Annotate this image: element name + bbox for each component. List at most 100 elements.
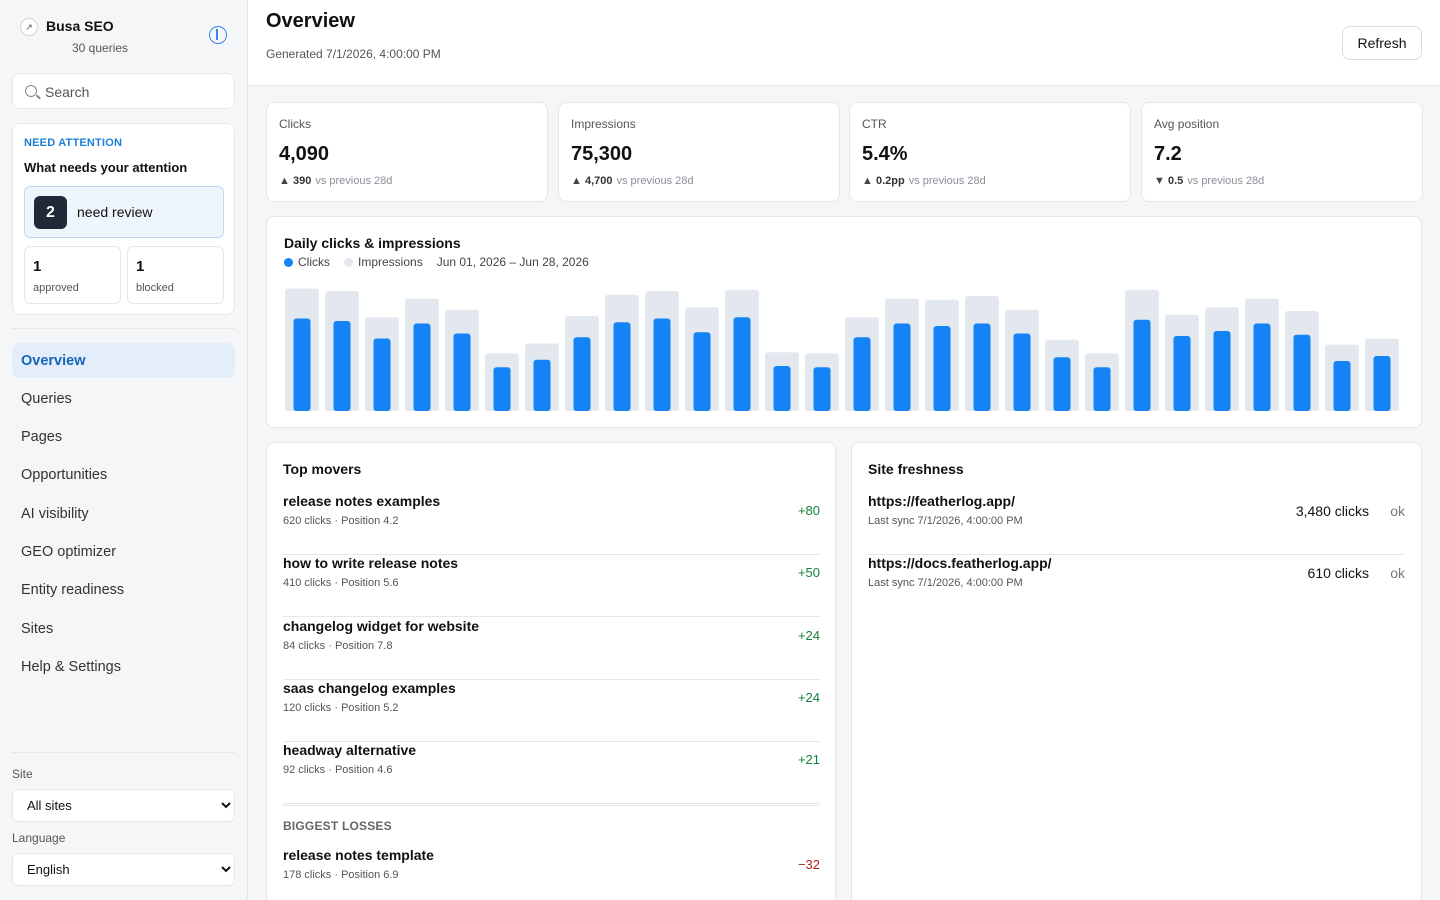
search-icon [25,85,37,97]
site-clicks: 3,480 clicks [1295,503,1369,519]
clicks-bar [933,326,951,411]
nav-item-help-settings[interactable]: Help & Settings [21,658,121,675]
kpi-delta: ▲ 390 vs previous 28d [279,175,392,187]
nav-item-overview[interactable]: Overview [12,343,235,378]
attention-kicker: NEED ATTENTION [24,137,123,149]
clicks-bar [493,367,511,411]
nav-item-geo-optimizer[interactable]: GEO optimizer [21,543,117,560]
legend-impressions[interactable]: Impressions [344,255,423,269]
clicks-bar [1253,323,1271,411]
sidebar-divider [12,752,235,753]
nav-item-entity-readiness[interactable]: Entity readiness [21,582,125,599]
kpi-label: CTR [862,117,887,131]
kpi-delta: ▲ 0.2pp vs previous 28d [862,175,986,187]
biggest-losses-label: BIGGEST LOSSES [283,819,392,833]
site-row[interactable]: https://featherlog.app/ Last sync 7/1/20… [868,493,1405,555]
mover-change: +24 [797,628,820,643]
site-filter-label: Site [12,767,33,781]
mover-change: +24 [797,690,820,705]
clicks-bar [1373,356,1391,411]
kpi-delta-compare: vs previous 28d [315,175,393,187]
kpi-card-clicks: Clicks 4,090 ▲ 390 vs previous 28d [266,102,548,202]
page-title: Overview [266,10,355,32]
mover-row[interactable]: changelog widget for website 84 clicks ·… [283,618,820,680]
legend-impressions-swatch [344,257,353,267]
loser-query: release notes template [283,847,434,863]
losses-divider [283,805,820,806]
blocked-count: 1 [136,258,145,275]
clicks-bar [333,321,351,411]
brand-name: Busa SEO [46,18,114,34]
legend-clicks[interactable]: Clicks [284,255,330,269]
clicks-bar [1133,319,1151,411]
site-select[interactable]: All sites [12,789,235,822]
clicks-bar [1293,334,1311,411]
clicks-bar [853,337,871,411]
nav-item-sites[interactable]: Sites [21,620,54,637]
clicks-bar [453,333,471,411]
mover-row[interactable]: how to write release notes 410 clicks · … [283,555,820,617]
clicks-bar [613,322,631,411]
loser-row[interactable]: release notes template 178 clicks · Posi… [283,847,820,900]
mover-query: changelog widget for website [283,618,480,634]
mover-row[interactable]: saas changelog examples 120 clicks · Pos… [283,680,820,742]
trend-up-icon: ▲ [862,175,873,187]
mover-query: headway alternative [283,742,417,758]
approved-label: approved [33,282,79,294]
nav-item-opportunities[interactable]: Opportunities [21,467,108,484]
clicks-bar [1093,367,1111,411]
daily-chart-card: Daily clicks & impressions Clicks Impres… [266,216,1422,428]
kpi-delta-value: 390 [292,175,312,187]
sidebar-divider [12,328,235,329]
kpi-delta-value: 0.5 [1167,175,1184,187]
clicks-bar [1333,361,1351,411]
search-input[interactable] [45,82,225,102]
refresh-button[interactable]: Refresh [1342,26,1422,60]
clicks-bar [813,367,831,411]
top-movers-panel: Top movers release notes examples 620 cl… [266,442,836,900]
nav-item-queries[interactable]: Queries [21,390,72,407]
approved-button[interactable]: 1 approved [24,246,121,304]
loser-change: −32 [797,857,820,872]
clicks-bar [373,338,391,411]
mover-change: +21 [797,752,820,767]
mover-change: +80 [797,503,820,518]
brand: ↗ Busa SEO 30 queries [20,16,232,60]
site-row[interactable]: https://docs.featherlog.app/ Last sync 7… [868,555,1405,617]
chart-title: Daily clicks & impressions [284,235,461,251]
clicks-bar [413,323,431,411]
language-select[interactable]: English [12,853,235,886]
kpi-delta-value: 0.2pp [875,175,905,187]
mover-change: +50 [797,565,820,580]
sidebar-toggle-icon[interactable] [209,26,227,44]
blocked-button[interactable]: 1 blocked [127,246,224,304]
chart-date-range: Jun 01, 2026 – Jun 28, 2026 [436,255,589,269]
kpi-delta-compare: vs previous 28d [1187,175,1265,187]
legend-clicks-swatch [284,257,293,267]
site-status: ok [1390,565,1405,581]
kpi-card-impressions: Impressions 75,300 ▲ 4,700 vs previous 28… [558,102,840,202]
kpi-value: 5.4% [862,143,908,165]
kpi-label: Clicks [279,117,311,131]
main-content: Overview Generated 7/1/2026, 4:00:00 PM … [248,0,1440,900]
site-url: https://featherlog.app/ [868,493,1015,509]
mover-row[interactable]: headway alternative 92 clicks · Position… [283,742,820,804]
mover-meta: 92 clicks · Position 4.6 [283,764,393,776]
site-last-sync: Last sync 7/1/2026, 4:00:00 PM [868,515,1023,527]
mover-meta: 120 clicks · Position 5.2 [283,702,399,714]
kpi-delta: ▼ 0.5 vs previous 28d [1154,175,1264,187]
need-review-button[interactable]: 2 need review [24,186,224,238]
site-url: https://docs.featherlog.app/ [868,555,1052,571]
clicks-bar [973,323,991,411]
nav-item-ai-visibility[interactable]: AI visibility [21,505,89,522]
generated-timestamp: Generated 7/1/2026, 4:00:00 PM [266,47,441,61]
attention-title: What needs your attention [24,160,188,175]
clicks-bar [533,359,551,411]
mover-row[interactable]: release notes examples 620 clicks · Posi… [283,493,820,555]
kpi-delta: ▲ 4,700 vs previous 28d [571,175,694,187]
mover-query: release notes examples [283,493,441,509]
search-box [12,73,235,109]
page-header: Overview Generated 7/1/2026, 4:00:00 PM … [248,0,1440,86]
nav-item-pages[interactable]: Pages [21,429,63,446]
clicks-bar [733,317,751,411]
